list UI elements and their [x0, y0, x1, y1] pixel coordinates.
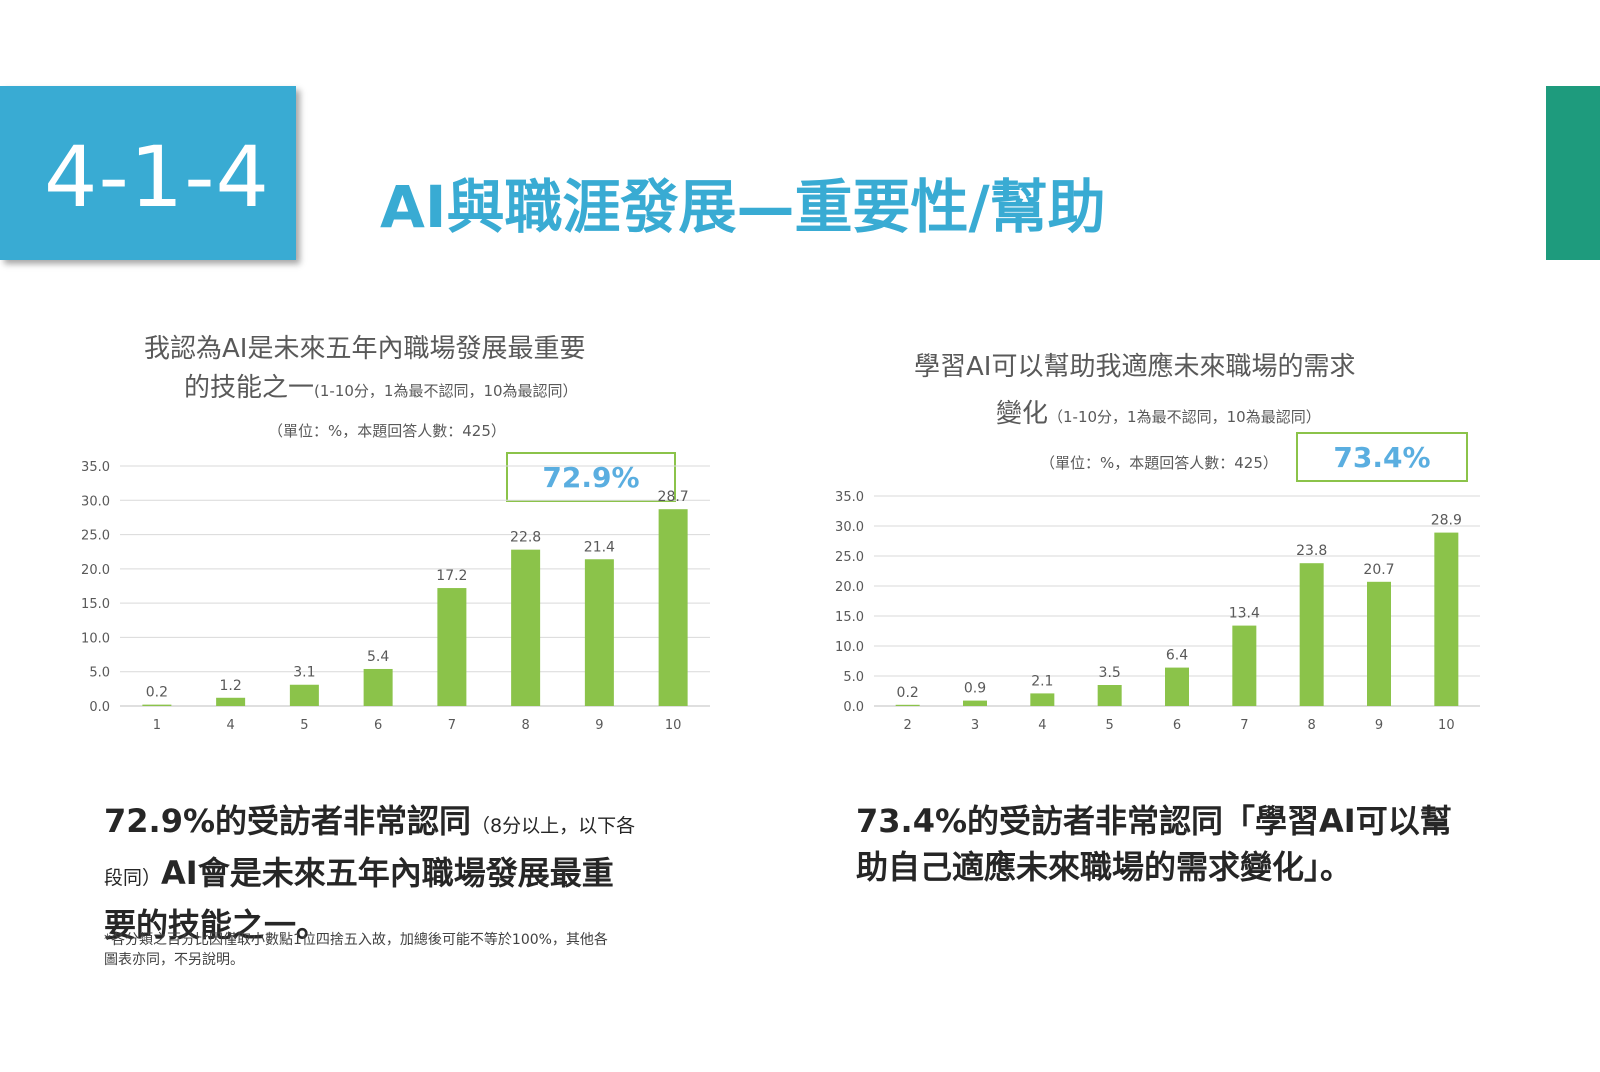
left-caption-line3: 要的技能之一。	[104, 906, 329, 944]
bar	[1165, 667, 1189, 706]
bar	[289, 684, 319, 706]
data-label: 3.5	[1099, 665, 1121, 681]
data-label: 1.2	[219, 678, 241, 694]
data-label: 2.1	[1031, 673, 1053, 689]
right-caption-line1: 73.4%的受訪者非常認同「學習AI可以幫	[856, 802, 1452, 840]
bar	[1097, 685, 1122, 706]
y-tick-label: 10.0	[835, 640, 864, 655]
page-title: AI與職涯發展—重要性/幫助	[380, 173, 1106, 241]
y-tick-label: 30.0	[835, 520, 864, 535]
bar	[895, 704, 920, 706]
section-number: 4-1-4	[44, 128, 270, 226]
right-caption-line2: 助自己適應未來職場的需求變化」。	[856, 848, 1353, 886]
x-tick-label: 6	[1173, 718, 1181, 733]
y-tick-label: 20.0	[81, 563, 110, 578]
bar	[1030, 693, 1055, 706]
data-label: 0.9	[964, 681, 986, 697]
x-tick-label: 9	[1375, 718, 1383, 733]
x-tick-label: 8	[521, 718, 529, 733]
left-caption-note2: 段同）	[104, 867, 162, 889]
bar	[963, 700, 987, 706]
left-chart-title-note: (1-10分，1為最不認同，10為最認同）	[314, 382, 578, 400]
x-tick-label: 7	[448, 718, 456, 733]
bar	[437, 588, 467, 706]
y-tick-label: 0.0	[843, 700, 864, 715]
right-bar-chart: 0.0 5.0 10.0 15.0 20.0 25.0 30.0 35.0 0.2 2 0.9 3 2.…	[835, 490, 1480, 733]
bar	[1232, 625, 1257, 706]
data-label: 22.8	[510, 530, 541, 546]
left-chart-unit-note: （單位：%，本題回答人數：425）	[268, 422, 506, 440]
data-label: 28.9	[1431, 513, 1462, 529]
bar	[363, 668, 393, 706]
y-tick-label: 25.0	[835, 550, 864, 565]
y-tick-label: 5.0	[89, 666, 110, 681]
y-tick-label: 0.0	[89, 700, 110, 715]
right-highlight-box: 73.4%	[1296, 432, 1468, 482]
y-tick-label: 20.0	[835, 580, 864, 595]
y-tick-label: 35.0	[835, 490, 864, 505]
right-chart-unit-note: （單位：%，本題回答人數：425）	[1040, 454, 1278, 472]
right-chart-title-note: （1-10分，1為最不認同，10為最認同）	[1048, 408, 1321, 426]
bar	[1299, 563, 1324, 706]
data-label: 0.2	[146, 685, 168, 701]
x-tick-label: 2	[904, 718, 912, 733]
footnote-line2: 圖表亦同，不另說明。	[104, 952, 244, 968]
data-label: 6.4	[1166, 648, 1188, 664]
left-caption-note1: （8分以上，以下各	[471, 815, 636, 837]
bar	[658, 509, 688, 706]
data-label: 3.1	[293, 665, 315, 681]
x-tick-label: 4	[226, 718, 234, 733]
x-tick-label: 5	[1106, 718, 1114, 733]
bar	[216, 697, 246, 706]
section-tab	[0, 86, 296, 260]
data-label: 0.2	[897, 685, 919, 701]
y-tick-label: 30.0	[81, 494, 110, 509]
right-chart-title: 學習AI可以幫助我適應未來職場的需求 變化（1-10分，1為最不認同，10為最認…	[914, 346, 1355, 430]
bar	[1367, 581, 1391, 706]
data-label: 20.7	[1363, 562, 1394, 578]
y-tick-label: 25.0	[81, 529, 110, 544]
y-tick-label: 35.0	[81, 460, 110, 475]
footnote-line1: *各分類之百分比因僅取小數點1位四捨五入故，加總後可能不等於100%，其他各	[104, 932, 608, 948]
right-chart-title-line2: 變化	[996, 399, 1049, 429]
data-label: 21.4	[584, 539, 615, 555]
x-tick-label: 1	[153, 718, 161, 733]
left-caption: 72.9%的受訪者非常認同（8分以上，以下各 段同）AI會是未來五年內職場發展最…	[104, 798, 635, 954]
y-tick-label: 10.0	[81, 631, 110, 646]
bar	[1434, 532, 1459, 706]
left-chart-title-line1: 我認為AI是未來五年內職場發展最重要	[144, 334, 586, 364]
data-label: 23.8	[1296, 543, 1327, 559]
left-chart-title: 我認為AI是未來五年內職場發展最重要 的技能之一(1-10分，1為最不認同，10…	[144, 328, 585, 404]
x-tick-label: 3	[971, 718, 979, 733]
right-caption: 73.4%的受訪者非常認同「學習AI可以幫 助自己適應未來職場的需求變化」。	[856, 798, 1452, 890]
x-tick-label: 5	[300, 718, 308, 733]
y-tick-label: 15.0	[835, 610, 864, 625]
x-tick-label: 9	[595, 718, 603, 733]
footnote: *各分類之百分比因僅取小數點1位四捨五入故，加總後可能不等於100%，其他各 圖…	[104, 930, 704, 970]
x-tick-label: 8	[1308, 718, 1316, 733]
x-tick-label: 4	[1038, 718, 1046, 733]
y-tick-label: 15.0	[81, 597, 110, 612]
left-caption-line2: AI會是未來五年內職場發展最重	[161, 854, 614, 892]
left-chart-title-line2: 的技能之一	[184, 373, 315, 403]
right-chart-title-line1: 學習AI可以幫助我適應未來職場的需求	[914, 352, 1356, 382]
bar	[142, 704, 172, 706]
x-tick-label: 6	[374, 718, 382, 733]
data-label: 17.2	[436, 568, 467, 584]
left-bar-chart: 0.0 5.0 10.0 15.0 20.0 25.0 30.0 35.0 0.2 1 1.2 4 3.…	[81, 460, 710, 733]
y-tick-label: 5.0	[843, 670, 864, 685]
right-accent-bar	[1546, 86, 1600, 260]
x-tick-label: 10	[1438, 718, 1455, 733]
data-label: 28.7	[658, 489, 689, 505]
bar	[584, 559, 614, 706]
left-caption-line1: 72.9%的受訪者非常認同	[104, 802, 472, 840]
x-tick-label: 7	[1240, 718, 1248, 733]
data-label: 13.4	[1229, 606, 1260, 622]
data-label: 5.4	[367, 649, 389, 665]
bar	[511, 549, 541, 706]
x-tick-label: 10	[665, 718, 682, 733]
